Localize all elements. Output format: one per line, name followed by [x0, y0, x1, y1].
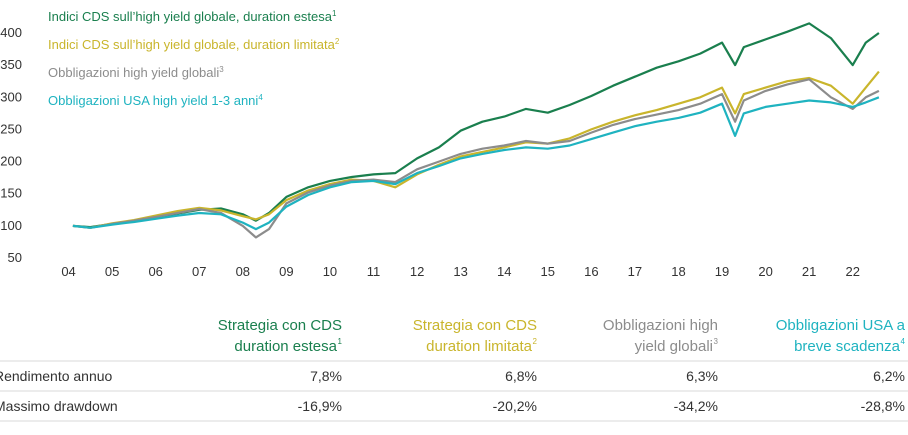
column-header: duration limitata: [426, 338, 533, 355]
x-tick-label: 17: [628, 264, 642, 279]
legend-footnote: 3: [219, 65, 224, 74]
table-cell: 7,8%: [310, 368, 342, 384]
column-header: duration estesa: [234, 338, 337, 355]
series-line: [72, 78, 880, 239]
x-tick-label: 15: [541, 264, 555, 279]
column-header-line: Strategia con CDS: [218, 317, 342, 334]
x-tick-label: 22: [845, 264, 859, 279]
legend-label: Obbligazioni USA high yield 1-3 anni: [48, 93, 258, 108]
column-header: Strategia con CDS: [413, 317, 537, 334]
x-tick-label: 12: [410, 264, 424, 279]
table-cell: -20,2%: [493, 398, 537, 414]
column-header-line: Obbligazioni USA a: [776, 317, 906, 334]
x-tick-label: 08: [236, 264, 250, 279]
column-header-note: 2: [533, 337, 538, 346]
x-tick-label: 13: [453, 264, 467, 279]
y-tick-label: 100: [0, 218, 22, 233]
series-line: [72, 70, 880, 229]
column-header: Obbligazioni high: [603, 317, 718, 334]
x-tick-label: 19: [715, 264, 729, 279]
y-tick-label: 350: [0, 57, 22, 72]
x-tick-label: 21: [802, 264, 816, 279]
table-cell: 6,8%: [505, 368, 537, 384]
y-tick-label: 200: [0, 154, 22, 169]
legend-label: Obbligazioni high yield globali: [48, 65, 219, 80]
column-header: Obbligazioni USA a: [776, 317, 906, 334]
column-header-line: duration estesa: [234, 338, 337, 355]
y-tick-label: 400: [0, 25, 22, 40]
y-tick-label: 300: [0, 89, 22, 104]
row-label: Rendimento annuo: [0, 368, 113, 384]
x-tick-label: 11: [367, 264, 381, 279]
x-tick-label: 16: [584, 264, 598, 279]
table-cell: -16,9%: [298, 398, 342, 414]
x-tick-label: 05: [105, 264, 119, 279]
legend-entry: Indici CDS sull’high yield globale, dura…: [48, 37, 340, 52]
legend-footnote: 4: [258, 93, 263, 102]
x-tick-label: 07: [192, 264, 206, 279]
x-tick-label: 14: [497, 264, 511, 279]
series-line: [72, 22, 880, 229]
legend-entry: Indici CDS sull’high yield globale, dura…: [48, 9, 337, 24]
y-tick-label: 150: [0, 186, 22, 201]
x-tick-label: 06: [148, 264, 162, 279]
column-header-line: duration limitata: [426, 338, 533, 355]
legend-entry: Obbligazioni high yield globali3: [48, 65, 224, 80]
x-tick-label: 09: [279, 264, 293, 279]
table-cell: -28,8%: [861, 398, 905, 414]
legend-footnote: 1: [332, 9, 337, 18]
row-label: Massimo drawdown: [0, 398, 118, 414]
x-tick-label: 10: [323, 264, 337, 279]
column-header-line: yield globali: [635, 338, 713, 355]
x-tick-label: 04: [61, 264, 75, 279]
column-header: Strategia con CDS: [218, 317, 342, 334]
column-header: yield globali: [635, 338, 713, 355]
column-header-note: 3: [714, 337, 719, 346]
column-header-line: Strategia con CDS: [413, 317, 537, 334]
x-tick-label: 20: [758, 264, 772, 279]
y-tick-label: 250: [0, 121, 22, 136]
table-cell: 6,2%: [873, 368, 905, 384]
legend-entry: Obbligazioni USA high yield 1-3 anni4: [48, 93, 263, 108]
legend-label: Indici CDS sull’high yield globale, dura…: [48, 9, 333, 24]
x-tick-label: 18: [671, 264, 685, 279]
table-cell: 6,3%: [686, 368, 718, 384]
y-tick-label: 50: [8, 250, 22, 265]
column-header-line: breve scadenza: [794, 338, 901, 355]
column-header-note: 1: [338, 337, 343, 346]
table-cell: -34,2%: [674, 398, 718, 414]
legend-label: Indici CDS sull’high yield globale, dura…: [48, 37, 336, 52]
legend-footnote: 2: [335, 37, 340, 46]
column-header-line: Obbligazioni high: [603, 317, 718, 334]
series-line: [72, 96, 880, 231]
column-header: breve scadenza: [794, 338, 901, 355]
column-header-note: 4: [901, 337, 906, 346]
